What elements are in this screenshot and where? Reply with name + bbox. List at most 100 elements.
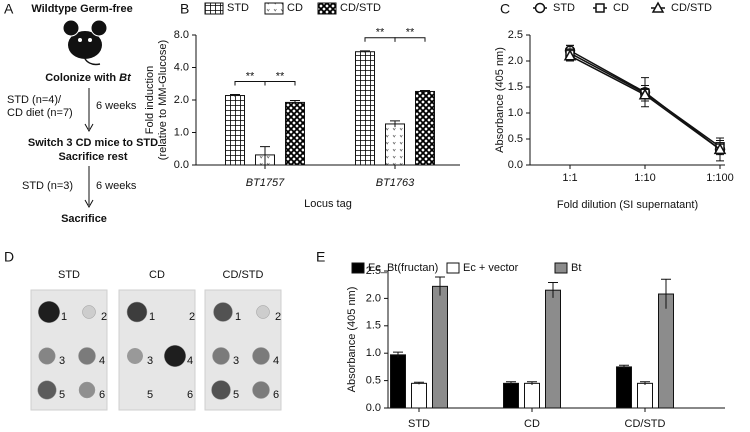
bar (385, 123, 405, 166)
legend-swatch (351, 262, 365, 274)
blot-spot (213, 302, 233, 322)
schematic-step: Switch 3 CD mice to STD (28, 137, 158, 149)
error-bar (527, 381, 537, 385)
spot-number: 5 (147, 389, 153, 401)
bar (637, 382, 653, 409)
error-bar (619, 364, 629, 369)
legend-label: CD (613, 2, 629, 14)
panel-label: D (4, 249, 14, 265)
y-tick-label: 1.0 (508, 107, 523, 119)
panel-label: E (316, 249, 325, 265)
panel-label: A (4, 1, 14, 17)
dot-blots: STD 1 2 3 4 5 6 CD 1 2 3 4 5 6 CD/STD 1 2 3 4 5 6 (30, 269, 282, 411)
legend-swatch (204, 2, 224, 15)
legend-label: CD (287, 2, 303, 14)
blot-spot (127, 348, 143, 364)
arrow-head (84, 199, 94, 209)
legend-label: Ec + vector (463, 262, 519, 274)
bar (616, 366, 632, 409)
spot-number: 1 (61, 311, 67, 323)
bar (390, 354, 406, 409)
significance-bracket (264, 81, 296, 86)
x-tick-label: CD (524, 418, 540, 430)
error-bar (548, 282, 558, 298)
y-tick-label: 8.0 (174, 29, 189, 41)
legend-swatch (264, 2, 284, 15)
diet-group: CD diet (n=7) (7, 107, 73, 119)
diet-group: STD (n=4)/ (7, 94, 62, 106)
spot-number: 4 (187, 355, 193, 367)
spot-number: 2 (189, 311, 195, 323)
x-axis-label: Fold dilution (SI supernatant) (557, 199, 698, 211)
spot-number: 1 (149, 311, 155, 323)
legend-swatch (554, 262, 568, 274)
x-tick-label: BT1763 (376, 177, 415, 189)
y-tick-label: 1.5 (508, 81, 523, 93)
marker (638, 88, 652, 100)
significance-label: ** (246, 70, 255, 82)
bar (658, 293, 674, 409)
spot-number: 2 (275, 311, 281, 323)
spot-number: 3 (147, 355, 153, 367)
axis-line (529, 35, 725, 166)
duration: 6 weeks (96, 100, 137, 112)
blot-spot (256, 305, 270, 319)
y-axis-label: Fold induction (144, 66, 156, 135)
schematic-step-italic: Bt (119, 72, 132, 84)
bar (225, 95, 245, 166)
legend-swatch (317, 2, 337, 15)
blot-spot (211, 380, 231, 400)
spot-number: 6 (273, 389, 279, 401)
mouse-icon (62, 19, 108, 66)
x-tick-label: CD/STD (625, 418, 666, 430)
error-bar (420, 89, 430, 93)
legend-marker (651, 1, 665, 13)
x-tick-label: 1:1 (562, 172, 577, 184)
significance-label: ** (406, 27, 415, 39)
y-axis-label: Absorbance (405 nm) (494, 47, 506, 153)
bar (545, 289, 561, 409)
y-tick-label: 4.0 (174, 61, 189, 73)
bar (355, 51, 375, 166)
blot-spot (252, 381, 270, 399)
significance-label: ** (276, 70, 285, 82)
y-tick-label: 0.5 (366, 375, 381, 387)
y-tick-label: 1.0 (174, 126, 189, 138)
spot-number: 3 (233, 355, 239, 367)
legend-marker (534, 2, 546, 14)
legend-swatch (446, 262, 460, 274)
bar (411, 382, 427, 409)
error-bar (260, 146, 270, 165)
schematic-step-text: Colonize with (45, 72, 119, 84)
blot-spot (252, 347, 270, 365)
schematic-title: Wildtype Germ-free (31, 3, 132, 15)
spot-number: 3 (59, 355, 65, 367)
legend-label: STD (227, 2, 249, 14)
blot-spot (126, 301, 148, 323)
spot-number: 4 (273, 355, 279, 367)
schematic-step: Colonize with Bt (45, 72, 132, 84)
y-tick-label: 2.5 (508, 29, 523, 41)
significance-label: ** (376, 27, 385, 39)
x-tick-label: STD (408, 418, 430, 430)
marker (713, 142, 727, 155)
schematic-step: Sacrifice rest (58, 151, 127, 163)
y-tick-label: 1.5 (366, 320, 381, 332)
blot-spot (37, 380, 57, 400)
blot-label: CD/STD (223, 269, 264, 281)
spot-number: 6 (187, 389, 193, 401)
legend-marker (595, 3, 605, 13)
bar (524, 382, 540, 409)
x-tick-label: 1:10 (634, 172, 655, 184)
y-tick-label: 0.0 (174, 159, 189, 171)
blot-spot (82, 305, 96, 319)
y-axis-label: Absorbance (405 nm) (346, 287, 358, 393)
error-bar (435, 276, 445, 296)
panel-label: B (180, 1, 189, 17)
spot-number: 4 (99, 355, 105, 367)
bar (503, 382, 519, 409)
blot-spot (164, 345, 186, 367)
spot-number: 2 (101, 311, 107, 323)
error-bar (393, 351, 403, 358)
